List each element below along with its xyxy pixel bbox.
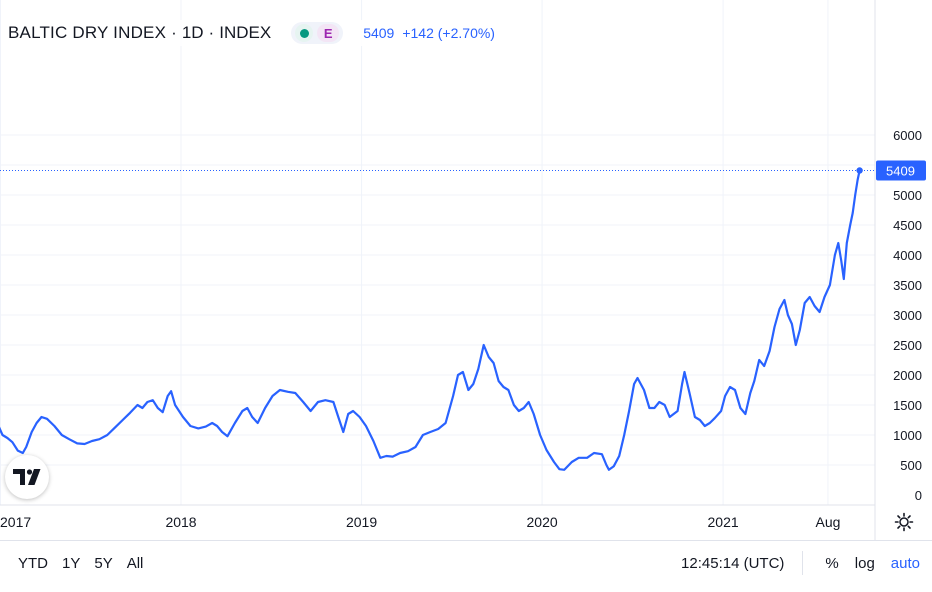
range-5y-button[interactable]: 5Y: [94, 554, 113, 572]
x-tick-label: Aug: [815, 514, 840, 530]
interval-label[interactable]: 1D: [181, 23, 204, 42]
legend-separator: ·: [208, 23, 215, 42]
y-tick-label: 500: [900, 458, 922, 473]
legend-separator: ·: [171, 23, 177, 42]
last-value: 5409: [363, 25, 395, 41]
bottom-toolbar: YTD 1Y 5Y All 12:45:14 (UTC) % log auto: [0, 540, 932, 585]
chart-area[interactable]: 0 500 1000 1500 2000 2500 3000 3500 4000 4500 5000…: [0, 0, 932, 540]
range-ytd-button[interactable]: YTD: [18, 554, 48, 572]
auto-scale-toggle[interactable]: auto: [890, 554, 920, 572]
y-tick-label: 2500: [893, 338, 922, 353]
y-tick-label: 3000: [893, 308, 922, 323]
market-status-icon: [295, 24, 314, 42]
status-pill[interactable]: E: [291, 22, 344, 44]
utc-clock[interactable]: 12:45:14 (UTC): [681, 554, 785, 572]
y-tick-label: 5000: [893, 188, 922, 203]
range-1y-button[interactable]: 1Y: [62, 554, 81, 572]
toolbar-divider: [802, 551, 804, 575]
exchange-label: INDEX: [219, 23, 272, 42]
x-tick-label: 2019: [346, 514, 377, 530]
settings-gear-icon[interactable]: [893, 511, 915, 533]
range-all-button[interactable]: All: [126, 554, 144, 572]
x-tick-label: 2021: [708, 514, 739, 530]
y-tick-label: 4500: [893, 218, 922, 233]
log-scale-toggle[interactable]: log: [854, 554, 875, 572]
e-badge: E: [317, 24, 340, 42]
series-line-price: [0, 169, 861, 471]
y-tick-label: 4000: [893, 248, 922, 263]
percent-scale-toggle[interactable]: %: [825, 554, 839, 572]
x-tick-label: 2018: [165, 514, 196, 530]
x-tick-label: 2017: [0, 514, 31, 530]
y-tick-label: 6000: [893, 128, 922, 143]
chart-legend: BALTIC DRY INDEX · 1D · INDEX E 5409 +14…: [8, 20, 495, 46]
x-axis: 2017 2018 2019 2020 2021 Aug: [0, 514, 840, 530]
price-change: +142 (+2.70%): [402, 25, 495, 41]
y-tick-label: 0: [915, 488, 922, 503]
grid: [0, 0, 876, 540]
y-tick-label: 1000: [893, 428, 922, 443]
x-tick-label: 2020: [527, 514, 558, 530]
y-tick-label: 2000: [893, 368, 922, 383]
symbol-name[interactable]: BALTIC DRY INDEX: [8, 23, 167, 42]
y-tick-label: 3500: [893, 278, 922, 293]
tradingview-logo-icon[interactable]: [5, 455, 49, 499]
y-tick-label: 1500: [893, 398, 922, 413]
y-axis: 0 500 1000 1500 2000 2500 3000 3500 4000 4500 5000…: [893, 128, 922, 503]
last-price-label-text: 5409: [886, 163, 915, 178]
last-point-marker: [856, 167, 863, 174]
last-price-label: 5409: [876, 160, 926, 181]
